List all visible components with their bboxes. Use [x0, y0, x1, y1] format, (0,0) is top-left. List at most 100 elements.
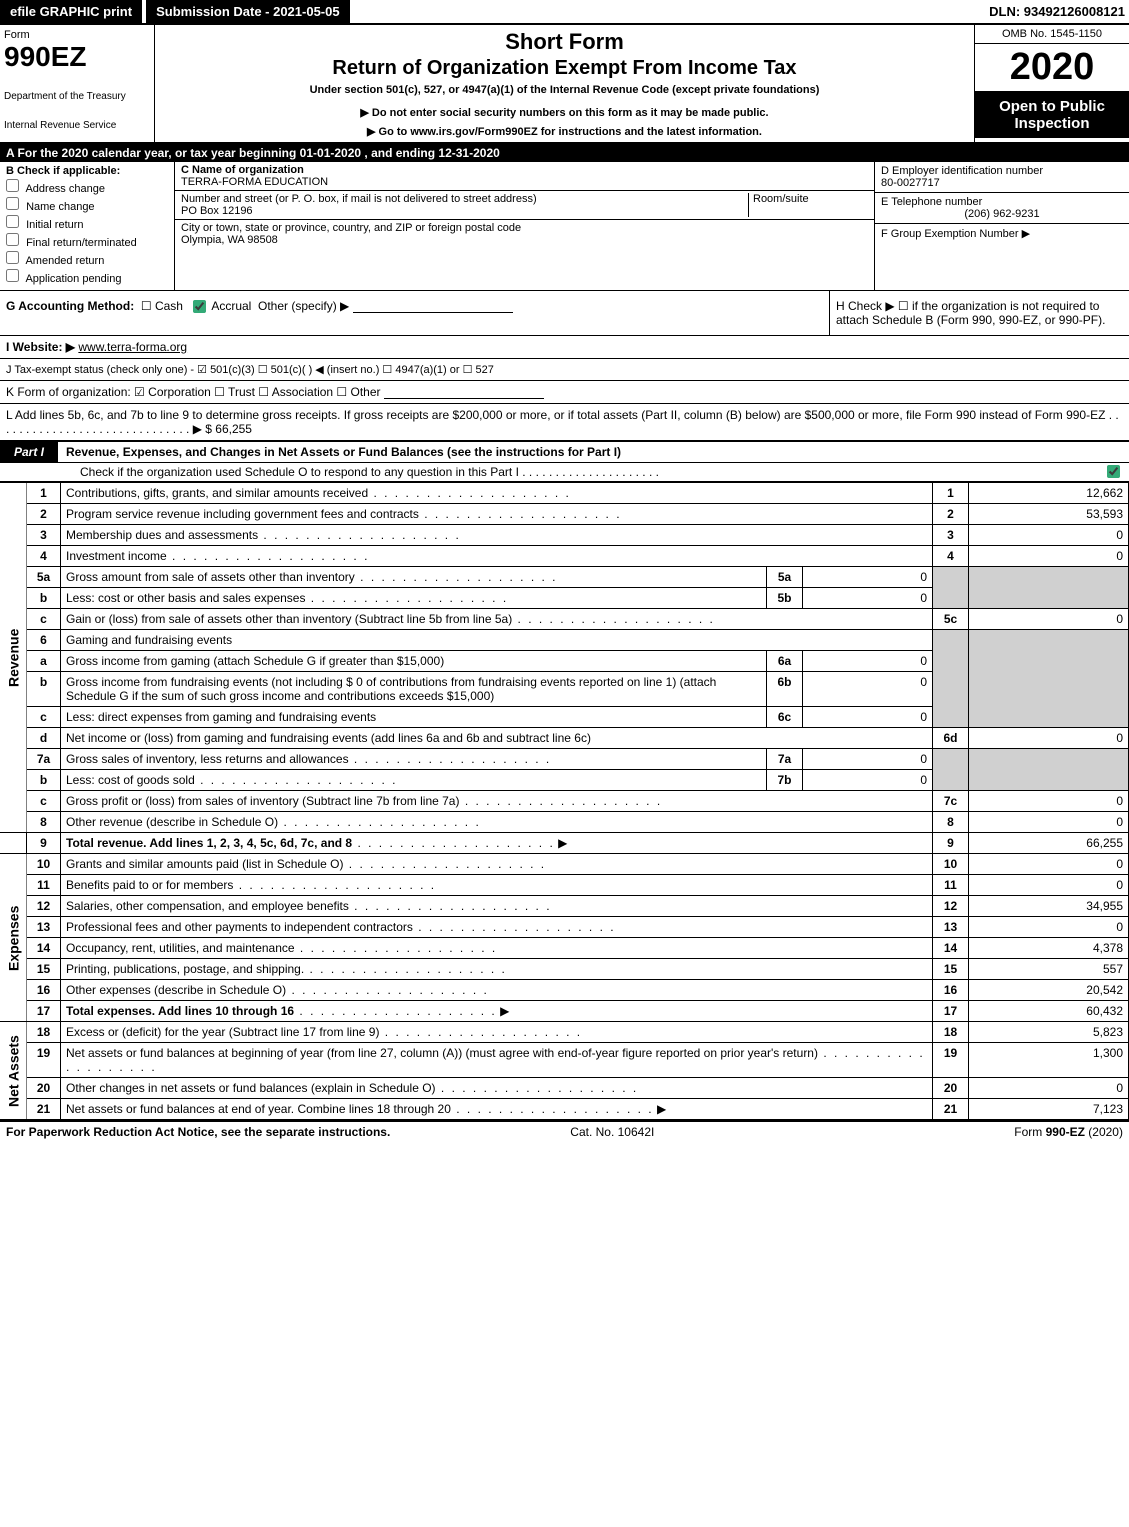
sidebar-netassets: Net Assets: [0, 1022, 27, 1120]
box-6d: 6d: [933, 728, 969, 749]
page-footer: For Paperwork Reduction Act Notice, see …: [0, 1120, 1129, 1142]
title-block: Short Form Return of Organization Exempt…: [155, 25, 974, 142]
paperwork-notice: For Paperwork Reduction Act Notice, see …: [6, 1125, 390, 1139]
box-21: 21: [933, 1099, 969, 1120]
ln-14: 14: [27, 938, 61, 959]
chk-accrual[interactable]: [193, 300, 206, 313]
h-text: H Check ▶ ☐ if the organization is not r…: [836, 299, 1105, 327]
desc-6: Gaming and fundraising events: [61, 630, 933, 651]
box-3: 3: [933, 525, 969, 546]
ln-5c: c: [27, 609, 61, 630]
ival-7b: 0: [803, 770, 933, 791]
k-text: K Form of organization: ☑ Corporation ☐ …: [6, 385, 381, 399]
group-exemption-label: F Group Exemption Number ▶: [881, 227, 1123, 240]
other-specify-input[interactable]: [353, 299, 513, 313]
box-18: 18: [933, 1022, 969, 1043]
row-j: J Tax-exempt status (check only one) - ☑…: [0, 359, 1129, 381]
amt-14: 4,378: [969, 938, 1129, 959]
period-begin: 01-01-2020: [300, 146, 361, 160]
desc-15: Printing, publications, postage, and shi…: [61, 959, 933, 980]
period-row: A For the 2020 calendar year, or tax yea…: [0, 144, 1129, 162]
box-15: 15: [933, 959, 969, 980]
amt-17: 60,432: [969, 1001, 1129, 1022]
amt-18: 5,823: [969, 1022, 1129, 1043]
row-g-h: G Accounting Method: ☐ Cash Accrual Othe…: [0, 291, 1129, 336]
shade-5: [933, 567, 969, 609]
ibox-6a: 6a: [767, 651, 803, 672]
form-header: Form 990EZ Department of the Treasury In…: [0, 25, 1129, 144]
ein-label: D Employer identification number: [881, 165, 1123, 177]
amt-13: 0: [969, 917, 1129, 938]
box-4: 4: [933, 546, 969, 567]
ln-2: 2: [27, 504, 61, 525]
ln-9: 9: [27, 833, 61, 854]
chk-name-change[interactable]: Name change: [6, 197, 168, 213]
i-label: I Website: ▶: [6, 340, 75, 354]
amt-20: 0: [969, 1078, 1129, 1099]
g-accrual: Accrual: [211, 299, 251, 313]
ln-6a: a: [27, 651, 61, 672]
ln-3: 3: [27, 525, 61, 546]
dept-irs: Internal Revenue Service: [4, 120, 150, 131]
ln-7a: 7a: [27, 749, 61, 770]
amt-15: 557: [969, 959, 1129, 980]
website-link[interactable]: www.terra-forma.org: [78, 340, 187, 354]
desc-7a: Gross sales of inventory, less returns a…: [61, 749, 767, 770]
shade-5amt: [969, 567, 1129, 609]
ln-1: 1: [27, 483, 61, 504]
desc-5b: Less: cost or other basis and sales expe…: [61, 588, 767, 609]
amt-12: 34,955: [969, 896, 1129, 917]
ln-6: 6: [27, 630, 61, 651]
desc-11: Benefits paid to or for members: [61, 875, 933, 896]
ln-5b: b: [27, 588, 61, 609]
ln-5a: 5a: [27, 567, 61, 588]
ln-10: 10: [27, 854, 61, 875]
desc-6b: Gross income from fundraising events (no…: [61, 672, 767, 707]
ln-19: 19: [27, 1043, 61, 1078]
cat-no: Cat. No. 10642I: [570, 1125, 654, 1139]
row-k: K Form of organization: ☑ Corporation ☐ …: [0, 381, 1129, 404]
tel-label: E Telephone number: [881, 196, 1123, 208]
goto-link[interactable]: ▶ Go to www.irs.gov/Form990EZ for instru…: [163, 125, 966, 138]
desc-18: Excess or (deficit) for the year (Subtra…: [61, 1022, 933, 1043]
desc-6c: Less: direct expenses from gaming and fu…: [61, 707, 767, 728]
ln-12: 12: [27, 896, 61, 917]
ln-4: 4: [27, 546, 61, 567]
box-5c: 5c: [933, 609, 969, 630]
chk-application-pending[interactable]: Application pending: [6, 269, 168, 285]
efile-print-button[interactable]: efile GRAPHIC print: [0, 0, 142, 23]
amt-3: 0: [969, 525, 1129, 546]
ln-7c: c: [27, 791, 61, 812]
ln-18: 18: [27, 1022, 61, 1043]
chk-schedule-o-part1[interactable]: [1107, 465, 1120, 478]
col-b: B Check if applicable: Address change Na…: [0, 162, 175, 290]
g-cash: Cash: [155, 299, 183, 313]
period-text-a: A For the 2020 calendar year, or tax yea…: [6, 146, 300, 160]
desc-12: Salaries, other compensation, and employ…: [61, 896, 933, 917]
under-section-text: Under section 501(c), 527, or 4947(a)(1)…: [163, 84, 966, 96]
ibox-5b: 5b: [767, 588, 803, 609]
box-13: 13: [933, 917, 969, 938]
row-i: I Website: ▶ www.terra-forma.org: [0, 336, 1129, 359]
ln-8: 8: [27, 812, 61, 833]
col-c: C Name of organization TERRA-FORMA EDUCA…: [175, 162, 874, 290]
ival-6b: 0: [803, 672, 933, 707]
part1-label: Part I: [0, 442, 58, 462]
chk-initial-return[interactable]: Initial return: [6, 215, 168, 231]
form-number: 990EZ: [4, 41, 150, 73]
box-20: 20: [933, 1078, 969, 1099]
dln-label: DLN: 93492126008121: [989, 4, 1129, 19]
chk-final-return[interactable]: Final return/terminated: [6, 233, 168, 249]
desc-20: Other changes in net assets or fund bala…: [61, 1078, 933, 1099]
amt-2: 53,593: [969, 504, 1129, 525]
omb-number: OMB No. 1545-1150: [975, 25, 1129, 44]
chk-amended-return[interactable]: Amended return: [6, 251, 168, 267]
chk-address-change[interactable]: Address change: [6, 179, 168, 195]
desc-10: Grants and similar amounts paid (list in…: [61, 854, 933, 875]
ival-6c: 0: [803, 707, 933, 728]
ibox-5a: 5a: [767, 567, 803, 588]
desc-5a: Gross amount from sale of assets other t…: [61, 567, 767, 588]
k-other-input[interactable]: [384, 385, 544, 399]
desc-5c: Gain or (loss) from sale of assets other…: [61, 609, 933, 630]
box-14: 14: [933, 938, 969, 959]
